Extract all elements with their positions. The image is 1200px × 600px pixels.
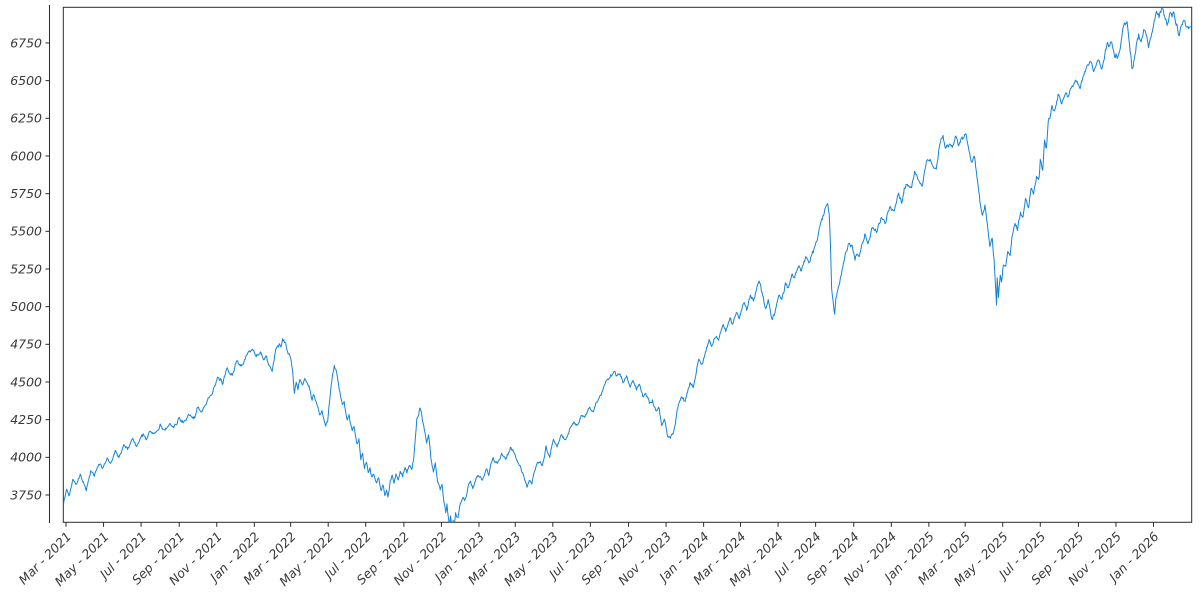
- y-tick-label: 4000: [10, 450, 42, 465]
- y-tick-label: 5000: [10, 299, 42, 314]
- y-axis: 3750 4000 4250 4500 4750 5000 5250 5500 5750 6000…: [10, 35, 50, 502]
- plot-frame: [62, 6, 1193, 523]
- y-tick-label: 6500: [10, 73, 42, 88]
- y-tick-label: 3750: [10, 487, 42, 502]
- y-tick-label: 5750: [10, 186, 42, 201]
- price-line-series: [63, 7, 1191, 523]
- y-tick-label: 4750: [10, 337, 42, 352]
- y-tick-label: 6000: [10, 148, 42, 163]
- y-tick-label: 6250: [10, 111, 42, 126]
- y-tick-label: 5250: [10, 261, 42, 276]
- y-tick-label: 4500: [10, 374, 42, 389]
- y-tick-label: 4250: [10, 412, 42, 427]
- y-tick-label: 5500: [10, 224, 42, 239]
- y-tick-label: 6750: [10, 35, 42, 50]
